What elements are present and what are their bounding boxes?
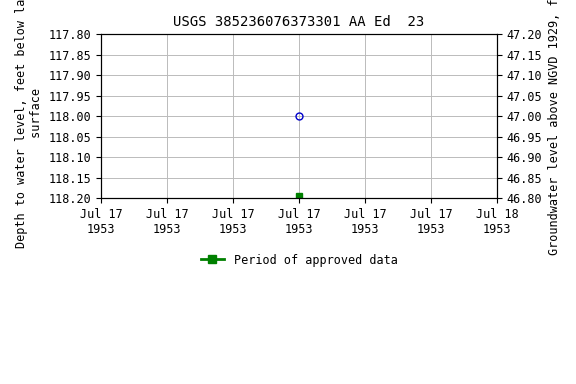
Y-axis label: Depth to water level, feet below land
 surface: Depth to water level, feet below land su… <box>15 0 43 248</box>
Legend: Period of approved data: Period of approved data <box>196 249 402 271</box>
Y-axis label: Groundwater level above NGVD 1929, feet: Groundwater level above NGVD 1929, feet <box>548 0 561 255</box>
Title: USGS 385236076373301 AA Ed  23: USGS 385236076373301 AA Ed 23 <box>173 15 425 29</box>
